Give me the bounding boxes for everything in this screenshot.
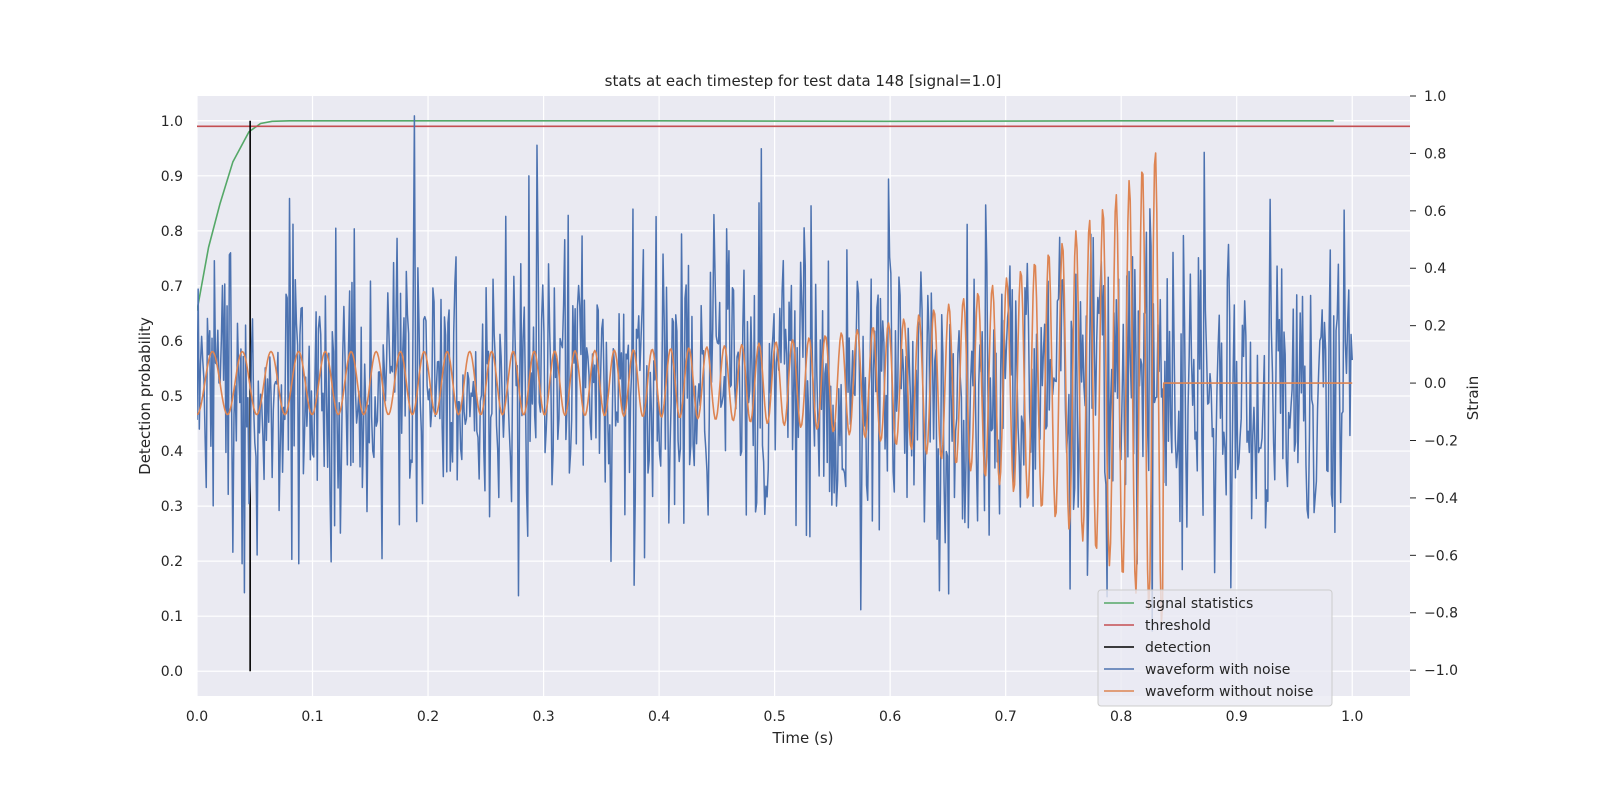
y2-tick-label: −0.4 (1424, 491, 1458, 507)
x-tick-label: 0.7 (995, 709, 1017, 725)
series-waveform-without-noise (197, 152, 1353, 625)
x-tick-label: 0.3 (532, 709, 554, 725)
y2-axis-label: Strain (1464, 376, 1482, 420)
y-tick-label: 0.1 (161, 609, 183, 625)
y2-tick-label: 0.0 (1424, 376, 1446, 392)
y2-tick-label: 0.6 (1424, 204, 1446, 220)
y2-tick-label: −0.2 (1424, 433, 1458, 449)
y-tick-label: 0.8 (161, 224, 183, 240)
legend-box (1097, 589, 1333, 707)
y2-tick-label: 0.2 (1424, 319, 1446, 335)
tick-labels: 0.0 0.1 0.2 0.3 0.4 0.5 0.6 0.7 0.8 0.9 1.0 0.0 0.1 0… (161, 89, 1458, 725)
y2-tick-label: 1.0 (1424, 89, 1446, 105)
legend-label-waveform-without-noise: waveform without noise (1145, 684, 1313, 700)
legend-label-waveform-with-noise: waveform with noise (1145, 662, 1290, 678)
legend: signal statistics threshold detection wa… (1097, 589, 1333, 707)
legend-label-threshold: threshold (1145, 618, 1211, 634)
legend-label-detection: detection (1145, 640, 1211, 656)
y2-tick-label: −1.0 (1424, 663, 1458, 679)
x-tick-label: 0.6 (879, 709, 901, 725)
y-tick-label: 0.0 (161, 664, 183, 680)
y2-tick-label: −0.8 (1424, 606, 1458, 622)
y-tick-label: 0.9 (161, 169, 183, 185)
y2-tick-label: 0.4 (1424, 261, 1446, 277)
x-tick-label: 0.0 (186, 709, 208, 725)
y2-tick-label: −0.6 (1424, 548, 1458, 564)
y-tick-label: 0.5 (161, 389, 183, 405)
y-tick-label: 0.4 (161, 444, 183, 460)
y-tick-label: 0.2 (161, 554, 183, 570)
series-waveform-with-noise (197, 115, 1353, 632)
y-tick-label: 0.6 (161, 334, 183, 350)
x-axis-label: Time (s) (772, 729, 834, 747)
x-tick-label: 0.8 (1110, 709, 1132, 725)
legend-label-signal-statistics: signal statistics (1145, 596, 1253, 612)
y2-tick-label: 0.8 (1424, 146, 1446, 162)
x-tick-label: 0.5 (763, 709, 785, 725)
x-tick-label: 0.4 (648, 709, 670, 725)
x-tick-label: 0.9 (1226, 709, 1248, 725)
x-tick-label: 0.2 (417, 709, 439, 725)
series-signal-statistics (197, 119, 1334, 311)
x-tick-label: 0.1 (301, 709, 323, 725)
series-layer (197, 115, 1410, 672)
chart-title: stats at each timestep for test data 148… (605, 72, 1002, 90)
x-tick-label: 1.0 (1341, 709, 1363, 725)
y-tick-label: 0.7 (161, 279, 183, 295)
y-axis-label: Detection probability (136, 317, 154, 475)
y-tick-label: 0.3 (161, 499, 183, 515)
y-tick-label: 1.0 (161, 114, 183, 130)
